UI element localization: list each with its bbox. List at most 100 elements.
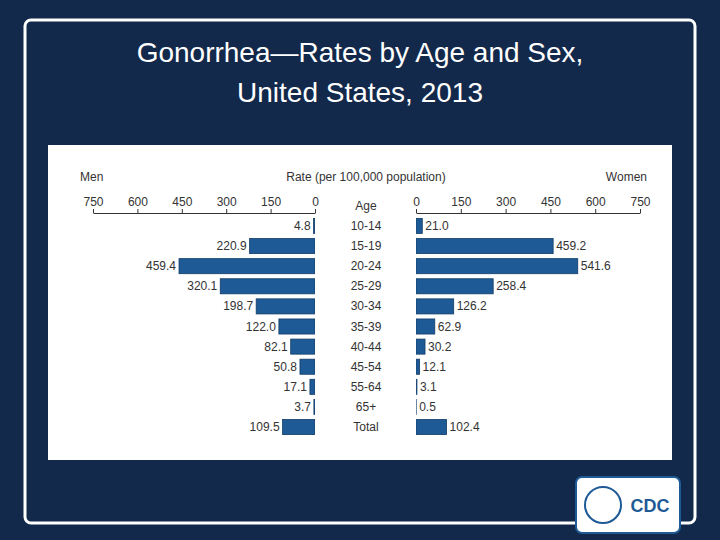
data-label: 258.4 xyxy=(496,279,526,293)
bar xyxy=(416,259,578,274)
data-label: 126.2 xyxy=(457,299,487,313)
bar xyxy=(416,339,425,354)
tick-label: 0 xyxy=(413,195,420,209)
bar xyxy=(416,319,435,334)
bar xyxy=(416,420,447,435)
data-label: 459.4 xyxy=(146,259,176,273)
tick: 300 xyxy=(217,195,237,213)
data-label: 50.8 xyxy=(274,360,298,374)
bar xyxy=(291,339,315,354)
chart-panel xyxy=(48,145,672,460)
data-labels: 4.8220.9459.4320.1198.7122.082.150.817.1… xyxy=(146,219,311,434)
tick-label: 300 xyxy=(496,195,516,209)
tick-mark xyxy=(550,209,551,213)
data-label: 62.9 xyxy=(438,320,462,334)
data-labels: 21.0459.2541.6258.4126.262.930.212.13.10… xyxy=(419,219,611,434)
x-axis-title: Rate (per 100,000 population) xyxy=(286,170,445,184)
bar xyxy=(314,399,315,414)
category-labels: 10-1415-1920-2425-2930-3435-3940-4445-54… xyxy=(351,219,382,434)
bar xyxy=(416,218,422,233)
data-label: 102.4 xyxy=(450,420,480,434)
bar xyxy=(220,279,315,294)
category-label: 65+ xyxy=(356,400,376,414)
bar xyxy=(179,259,315,274)
tick: 750 xyxy=(83,195,103,213)
tick-mark xyxy=(137,209,138,213)
tick: 600 xyxy=(128,195,148,213)
tick-label: 450 xyxy=(541,195,561,209)
subtitle: United States, 2013 xyxy=(237,77,483,108)
data-label: 3.7 xyxy=(294,400,311,414)
category-label: 40-44 xyxy=(351,340,382,354)
category-label: 30-34 xyxy=(351,299,382,313)
tick-mark xyxy=(315,209,316,213)
data-label: 198.7 xyxy=(223,299,253,313)
bar xyxy=(416,279,493,294)
tick-mark xyxy=(93,209,94,213)
category-label: 20-24 xyxy=(351,259,382,273)
tick: 150 xyxy=(261,195,281,213)
data-label: 21.0 xyxy=(425,219,449,233)
tick-label: 0 xyxy=(312,195,319,209)
tick-mark xyxy=(506,209,507,213)
tick-mark xyxy=(595,209,596,213)
x-axis: 0 150 300 450 600 750 xyxy=(413,195,651,214)
tick-label: 300 xyxy=(217,195,237,209)
data-label: 0.5 xyxy=(419,400,436,414)
category-label: 10-14 xyxy=(351,219,382,233)
bars xyxy=(179,218,315,434)
tick-label: 150 xyxy=(261,195,281,209)
tick: 0 xyxy=(312,195,319,213)
tick: 450 xyxy=(172,195,192,213)
tick: 0 xyxy=(413,195,420,213)
bar xyxy=(279,319,315,334)
tick: 750 xyxy=(630,195,650,213)
category-label: 45-54 xyxy=(351,360,382,374)
bar xyxy=(314,218,315,233)
bar xyxy=(416,299,454,314)
tick-label: 750 xyxy=(83,195,103,209)
x-axis: 0 150 300 450 600 750 xyxy=(83,195,319,214)
title: Gonorrhea—Rates by Age and Sex, xyxy=(137,37,584,68)
data-label: 220.9 xyxy=(217,239,247,253)
data-label: 109.5 xyxy=(250,420,280,434)
bar xyxy=(283,420,315,435)
tick-label: 600 xyxy=(586,195,606,209)
background xyxy=(0,0,720,540)
tick-mark xyxy=(182,209,183,213)
logo-text: CDC xyxy=(631,496,670,516)
axis-line xyxy=(94,213,316,214)
tick: 300 xyxy=(496,195,516,213)
bar xyxy=(416,239,553,254)
category-label: 25-29 xyxy=(351,279,382,293)
data-label: 320.1 xyxy=(187,279,217,293)
data-label: 541.6 xyxy=(581,259,611,273)
tick-label: 750 xyxy=(630,195,650,209)
data-label: 17.1 xyxy=(284,380,308,394)
logo-box xyxy=(576,477,680,533)
series-name: Women xyxy=(606,170,647,184)
tick-mark xyxy=(461,209,462,213)
data-label: 122.0 xyxy=(246,320,276,334)
category-label: 55-64 xyxy=(351,380,382,394)
bar xyxy=(416,379,417,394)
tick-label: 450 xyxy=(172,195,192,209)
bar xyxy=(310,379,315,394)
slide-border xyxy=(25,20,695,523)
data-label: 4.8 xyxy=(294,219,311,233)
bar xyxy=(300,359,315,374)
series-name: Men xyxy=(80,170,103,184)
tick-label: 150 xyxy=(451,195,471,209)
tick: 450 xyxy=(541,195,561,213)
tick-mark xyxy=(226,209,227,213)
bar xyxy=(250,239,315,254)
tick-mark xyxy=(416,209,417,213)
tick-mark xyxy=(271,209,272,213)
data-label: 12.1 xyxy=(423,360,447,374)
chart-root: Gonorrhea—Rates by Age and Sex, United St… xyxy=(0,0,720,540)
axis-line xyxy=(417,213,641,214)
category-label: Total xyxy=(353,420,378,434)
tick: 600 xyxy=(586,195,606,213)
tick-mark xyxy=(640,209,641,213)
bar xyxy=(256,299,315,314)
